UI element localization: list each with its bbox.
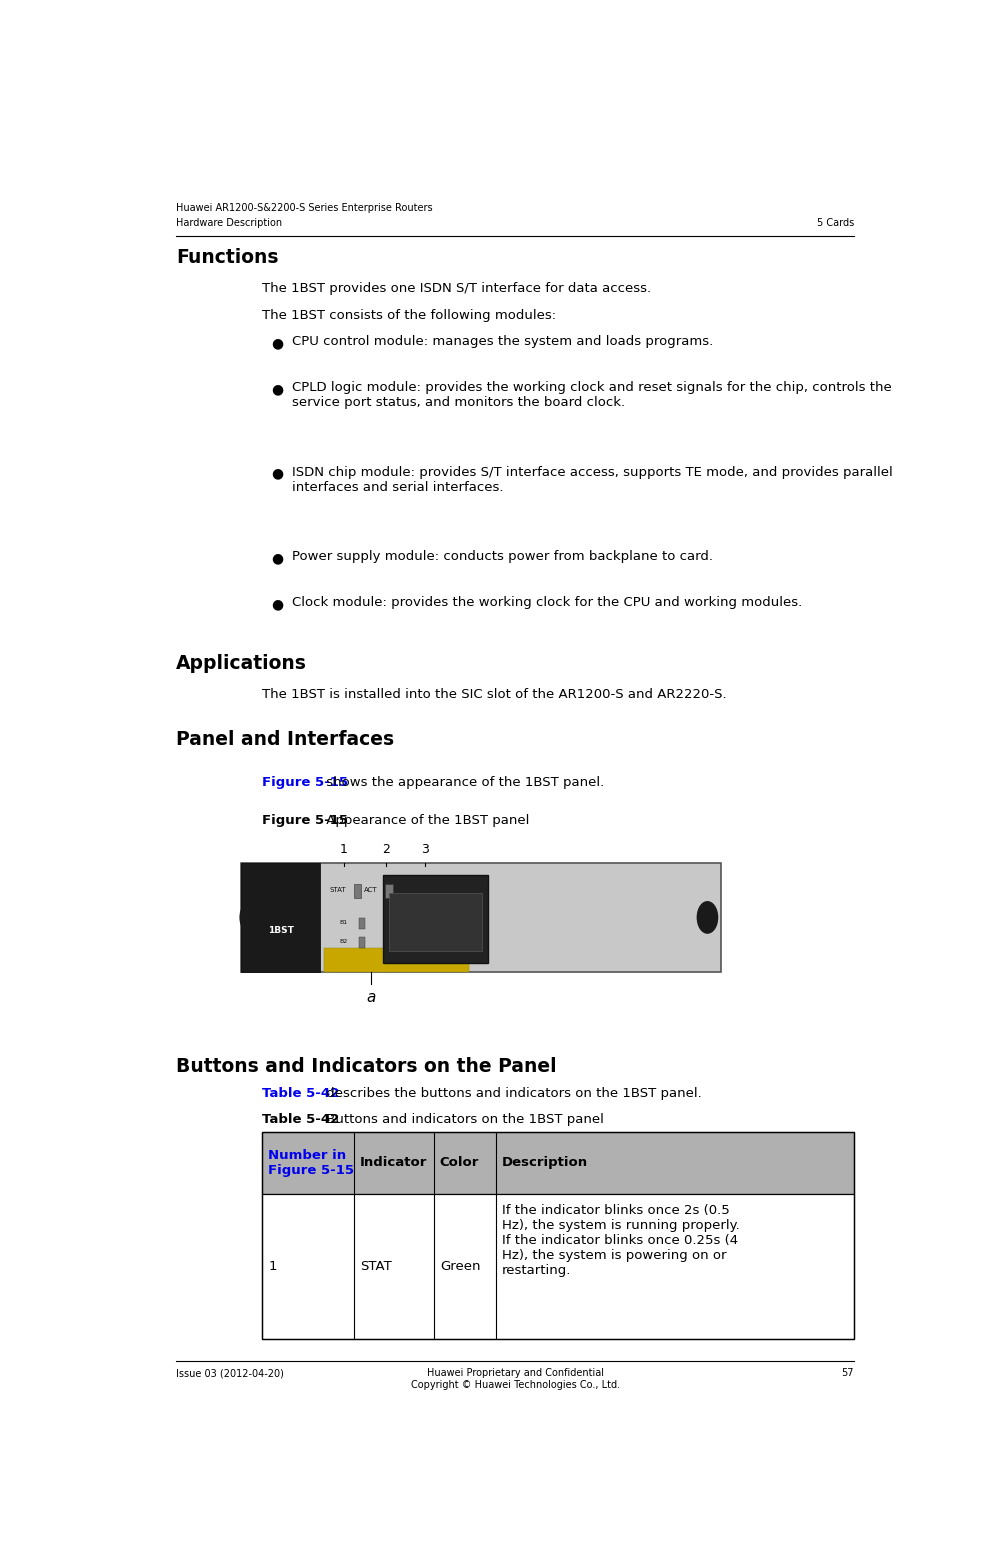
Text: Panel and Interfaces: Panel and Interfaces: [176, 730, 394, 749]
Text: ●: ●: [271, 382, 283, 396]
Bar: [241, 862, 722, 973]
Text: CPLD logic module: provides the working clock and reset signals for the chip, co: CPLD logic module: provides the working …: [291, 381, 891, 409]
Bar: [354, 884, 362, 898]
Text: Appearance of the 1BST panel: Appearance of the 1BST panel: [322, 815, 530, 827]
Text: CPU control module: manages the system and loads programs.: CPU control module: manages the system a…: [291, 335, 713, 348]
Text: The 1BST is installed into the SIC slot of the AR1200-S and AR2220-S.: The 1BST is installed into the SIC slot …: [262, 688, 727, 700]
Text: 2: 2: [383, 843, 390, 857]
Bar: [324, 948, 468, 973]
Text: Huawei AR1200-S&2200-S Series Enterprise Routers: Huawei AR1200-S&2200-S Series Enterprise…: [176, 204, 433, 213]
Text: Issue 03 (2012-04-20): Issue 03 (2012-04-20): [176, 1368, 284, 1377]
Circle shape: [240, 901, 260, 932]
Bar: [389, 893, 482, 951]
Text: ●: ●: [271, 467, 283, 481]
Text: a: a: [366, 990, 376, 1006]
Text: Applications: Applications: [176, 653, 308, 672]
Bar: [241, 862, 321, 973]
Text: STAT: STAT: [360, 1260, 392, 1274]
Text: ●: ●: [271, 597, 283, 611]
Bar: [262, 1131, 854, 1340]
Text: Figure 5-15: Figure 5-15: [262, 776, 348, 788]
Text: Color: Color: [440, 1156, 479, 1169]
Text: Huawei Proprietary and Confidential
Copyright © Huawei Technologies Co., Ltd.: Huawei Proprietary and Confidential Copy…: [410, 1368, 620, 1390]
Text: Table 5-42: Table 5-42: [262, 1087, 339, 1100]
Text: Hardware Description: Hardware Description: [176, 218, 282, 227]
Text: Power supply module: conducts power from backplane to card.: Power supply module: conducts power from…: [291, 550, 713, 563]
Circle shape: [697, 901, 718, 932]
Text: If the indicator blinks once 2s (0.5
Hz), the system is running properly.
If the: If the indicator blinks once 2s (0.5 Hz)…: [501, 1203, 740, 1277]
Text: Table 5-42: Table 5-42: [262, 1114, 339, 1127]
Text: ●: ●: [271, 552, 283, 566]
Text: Functions: Functions: [176, 248, 278, 268]
Text: ISDN chip module: provides S/T interface access, supports TE mode, and provides : ISDN chip module: provides S/T interface…: [291, 465, 892, 494]
Text: B2: B2: [340, 939, 348, 943]
Text: Clock module: provides the working clock for the CPU and working modules.: Clock module: provides the working clock…: [291, 595, 802, 610]
Text: 1: 1: [340, 843, 348, 857]
Text: Green: Green: [440, 1260, 480, 1274]
Text: 3: 3: [421, 843, 429, 857]
Bar: [262, 1131, 854, 1194]
Text: describes the buttons and indicators on the 1BST panel.: describes the buttons and indicators on …: [322, 1087, 701, 1100]
Text: ●: ●: [271, 337, 283, 351]
Text: 57: 57: [841, 1368, 854, 1377]
Text: Figure 5-15: Figure 5-15: [262, 815, 348, 827]
Text: STAT: STAT: [329, 887, 346, 893]
Text: The 1BST consists of the following modules:: The 1BST consists of the following modul…: [262, 309, 556, 321]
Bar: [383, 874, 488, 962]
Bar: [359, 937, 366, 948]
Text: Number in
Figure 5-15: Number in Figure 5-15: [268, 1149, 354, 1177]
Text: Buttons and Indicators on the Panel: Buttons and Indicators on the Panel: [176, 1056, 557, 1077]
Text: ACT: ACT: [364, 887, 378, 893]
Text: 5 Cards: 5 Cards: [817, 218, 854, 227]
Bar: [385, 884, 393, 898]
Text: B1: B1: [340, 920, 348, 926]
Text: The 1BST provides one ISDN S/T interface for data access.: The 1BST provides one ISDN S/T interface…: [262, 282, 651, 295]
Text: Description: Description: [501, 1156, 588, 1169]
Bar: [359, 918, 366, 929]
Text: shows the appearance of the 1BST panel.: shows the appearance of the 1BST panel.: [322, 776, 604, 788]
Text: 1: 1: [268, 1260, 276, 1274]
Bar: [262, 1194, 854, 1340]
Text: Indicator: Indicator: [360, 1156, 427, 1169]
Text: 1BST: 1BST: [267, 926, 293, 935]
Text: Buttons and indicators on the 1BST panel: Buttons and indicators on the 1BST panel: [322, 1114, 604, 1127]
